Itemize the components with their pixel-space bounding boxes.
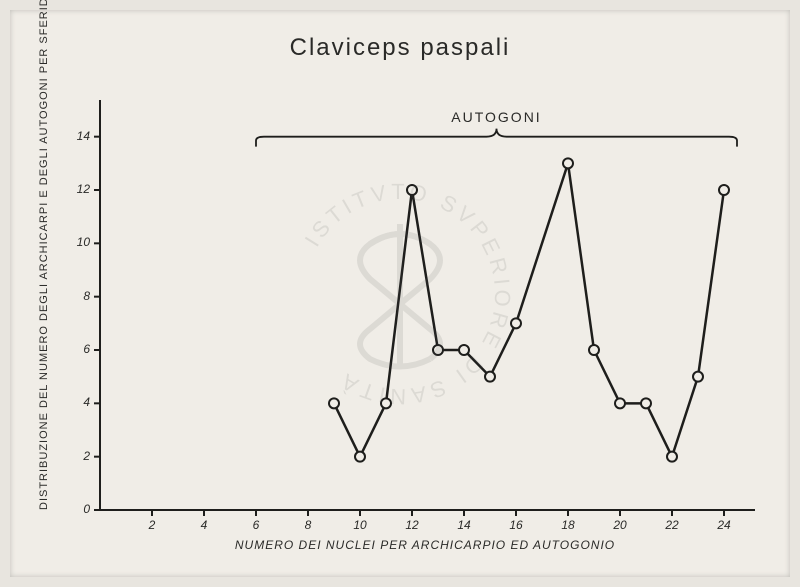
data-point bbox=[615, 398, 625, 408]
data-point bbox=[329, 398, 339, 408]
y-tick-label: 0 bbox=[60, 502, 90, 516]
x-tick-label: 6 bbox=[241, 518, 271, 532]
x-tick-label: 20 bbox=[605, 518, 635, 532]
y-tick-label: 10 bbox=[60, 235, 90, 249]
x-tick-label: 22 bbox=[657, 518, 687, 532]
data-point bbox=[693, 372, 703, 382]
x-tick-label: 24 bbox=[709, 518, 739, 532]
y-tick-label: 2 bbox=[60, 449, 90, 463]
x-tick-label: 16 bbox=[501, 518, 531, 532]
data-point bbox=[381, 398, 391, 408]
data-point bbox=[459, 345, 469, 355]
x-tick-label: 4 bbox=[189, 518, 219, 532]
data-point bbox=[485, 372, 495, 382]
chart-area: Claviceps paspali AUTOGONI DISTRIBUZIONE… bbox=[10, 10, 790, 577]
y-tick-label: 12 bbox=[60, 182, 90, 196]
chart-svg bbox=[10, 10, 790, 577]
y-tick-label: 14 bbox=[60, 129, 90, 143]
x-tick-label: 12 bbox=[397, 518, 427, 532]
data-point bbox=[667, 452, 677, 462]
x-tick-label: 8 bbox=[293, 518, 323, 532]
x-tick-label: 10 bbox=[345, 518, 375, 532]
y-tick-label: 6 bbox=[60, 342, 90, 356]
data-point bbox=[563, 158, 573, 168]
data-point bbox=[589, 345, 599, 355]
data-point bbox=[407, 185, 417, 195]
data-point bbox=[511, 318, 521, 328]
data-point bbox=[433, 345, 443, 355]
data-point bbox=[355, 452, 365, 462]
x-tick-label: 2 bbox=[137, 518, 167, 532]
y-tick-label: 8 bbox=[60, 289, 90, 303]
chart-frame: Claviceps paspali AUTOGONI DISTRIBUZIONE… bbox=[10, 10, 790, 577]
y-tick-label: 4 bbox=[60, 395, 90, 409]
data-point bbox=[641, 398, 651, 408]
data-point bbox=[719, 185, 729, 195]
x-tick-label: 18 bbox=[553, 518, 583, 532]
x-tick-label: 14 bbox=[449, 518, 479, 532]
